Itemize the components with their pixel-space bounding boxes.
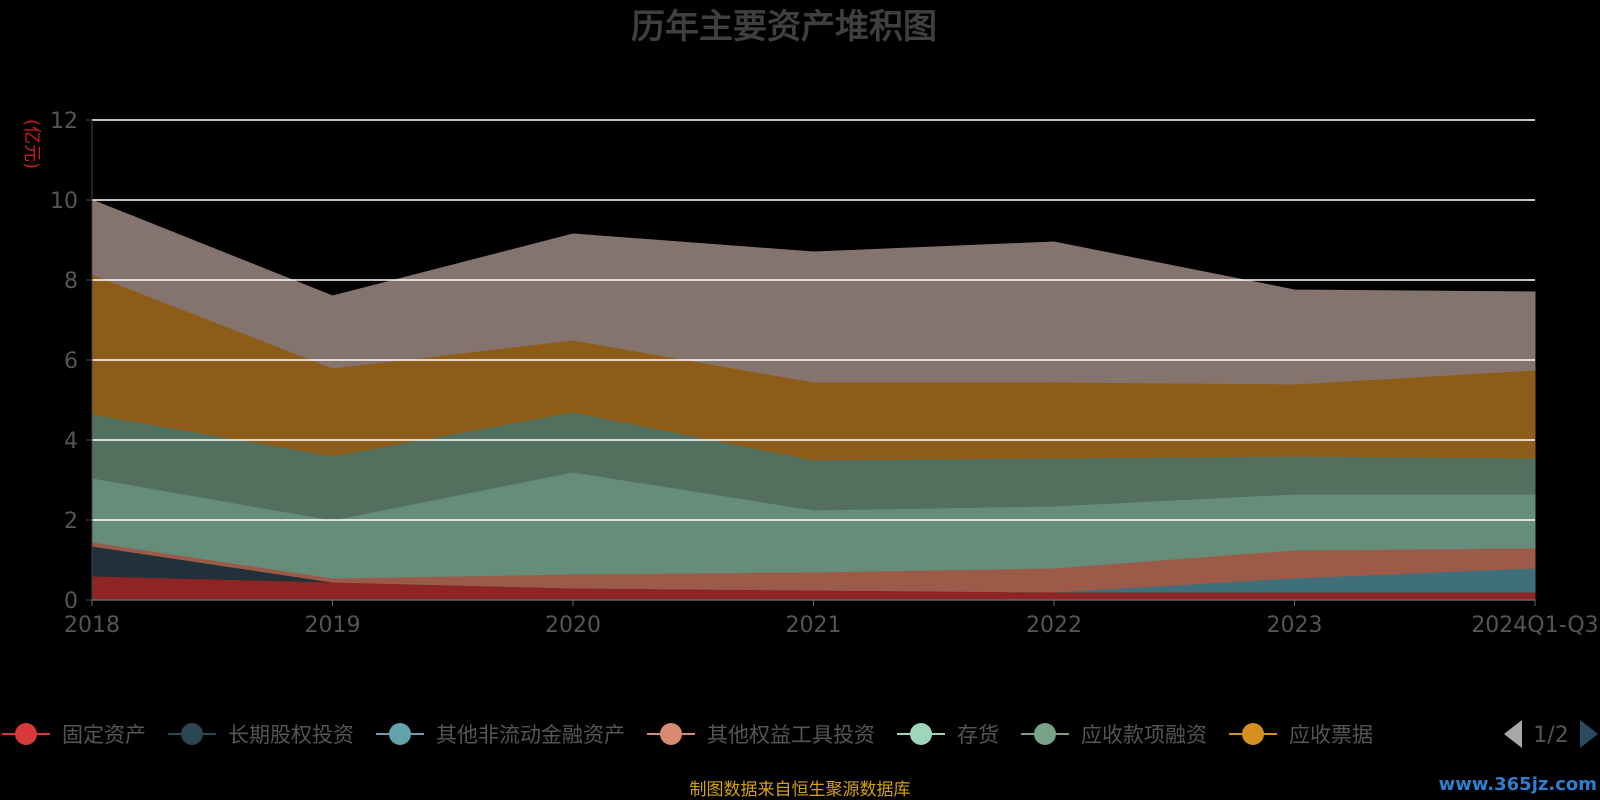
legend-marker-4 — [910, 723, 932, 745]
legend-label-5: 应收款项融资 — [1081, 723, 1207, 747]
x-tick-label-4: 2022 — [1026, 613, 1082, 638]
legend-label-1: 长期股权投资 — [228, 723, 354, 747]
y-axis-unit: (亿元) — [21, 119, 42, 169]
legend-label-2: 其他非流动金融资产 — [436, 723, 625, 747]
legend-item-3[interactable]: 其他权益工具投资 — [647, 723, 875, 747]
legend-marker-5 — [1034, 723, 1056, 745]
x-tick-label-3: 2021 — [786, 613, 842, 638]
grid-lines — [92, 119, 1535, 521]
legend-marker-2 — [389, 723, 411, 745]
chart-title: 历年主要资产堆积图 — [631, 7, 937, 47]
legend-item-0[interactable]: 固定资产 — [2, 723, 146, 747]
legend-marker-6 — [1242, 723, 1264, 745]
y-tick-label-1: 2 — [64, 509, 78, 534]
legend-item-2[interactable]: 其他非流动金融资产 — [376, 723, 625, 747]
data-source-footnote: 制图数据来自恒生聚源数据库 — [690, 780, 911, 800]
area-series-7 — [91, 199, 1536, 385]
y-tick-label-0: 0 — [64, 589, 78, 614]
area-series-group — [91, 199, 1536, 601]
legend-item-1[interactable]: 长期股权投资 — [168, 723, 354, 747]
legend-item-6[interactable]: 应收票据 — [1229, 723, 1373, 747]
x-tick-label-5: 2023 — [1267, 613, 1323, 638]
legend-next-page-icon[interactable] — [1580, 720, 1598, 748]
legend-marker-3 — [660, 723, 682, 745]
legend-page-indicator: 1/2 — [1533, 723, 1568, 748]
legend-label-0: 固定资产 — [62, 723, 146, 747]
legend-prev-page-icon[interactable] — [1504, 720, 1522, 748]
x-tick-label-2: 2020 — [545, 613, 601, 638]
y-tick-label-6: 12 — [50, 109, 78, 134]
watermark: www.365jz.com — [1439, 774, 1597, 795]
x-tick-label-6: 2024Q1-Q3 — [1471, 613, 1598, 638]
y-tick-label-5: 10 — [50, 189, 78, 214]
x-tick-label-0: 2018 — [64, 613, 120, 638]
legend-marker-0 — [15, 723, 37, 745]
y-tick-label-3: 6 — [64, 349, 78, 374]
legend-marker-1 — [181, 723, 203, 745]
y-tick-label-4: 8 — [64, 269, 78, 294]
y-tick-labels: 0 2 4 6 8 10 12 — [50, 109, 92, 614]
legend: 固定资产 长期股权投资 其他非流动金融资产 其他权益工具投资 存货 应收款项融资 应收票据 — [2, 723, 1373, 747]
y-tick-label-2: 4 — [64, 429, 78, 454]
legend-item-4[interactable]: 存货 — [897, 723, 999, 747]
legend-label-4: 存货 — [957, 723, 999, 747]
legend-label-3: 其他权益工具投资 — [707, 723, 875, 747]
x-tick-labels: 2018 2019 2020 2021 2022 2023 2024Q1-Q3 — [64, 600, 1599, 638]
legend-item-5[interactable]: 应收款项融资 — [1021, 723, 1207, 747]
x-tick-label-1: 2019 — [305, 613, 361, 638]
legend-pager: 1/2 — [1504, 720, 1598, 748]
legend-label-6: 应收票据 — [1289, 723, 1373, 747]
